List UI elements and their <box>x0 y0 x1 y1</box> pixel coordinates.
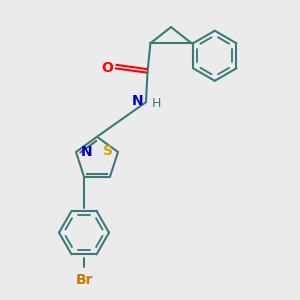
Text: Br: Br <box>75 273 93 287</box>
Text: H: H <box>152 97 161 110</box>
Text: S: S <box>103 143 113 158</box>
Text: N: N <box>80 145 92 159</box>
Text: O: O <box>101 61 113 75</box>
Text: N: N <box>131 94 143 108</box>
